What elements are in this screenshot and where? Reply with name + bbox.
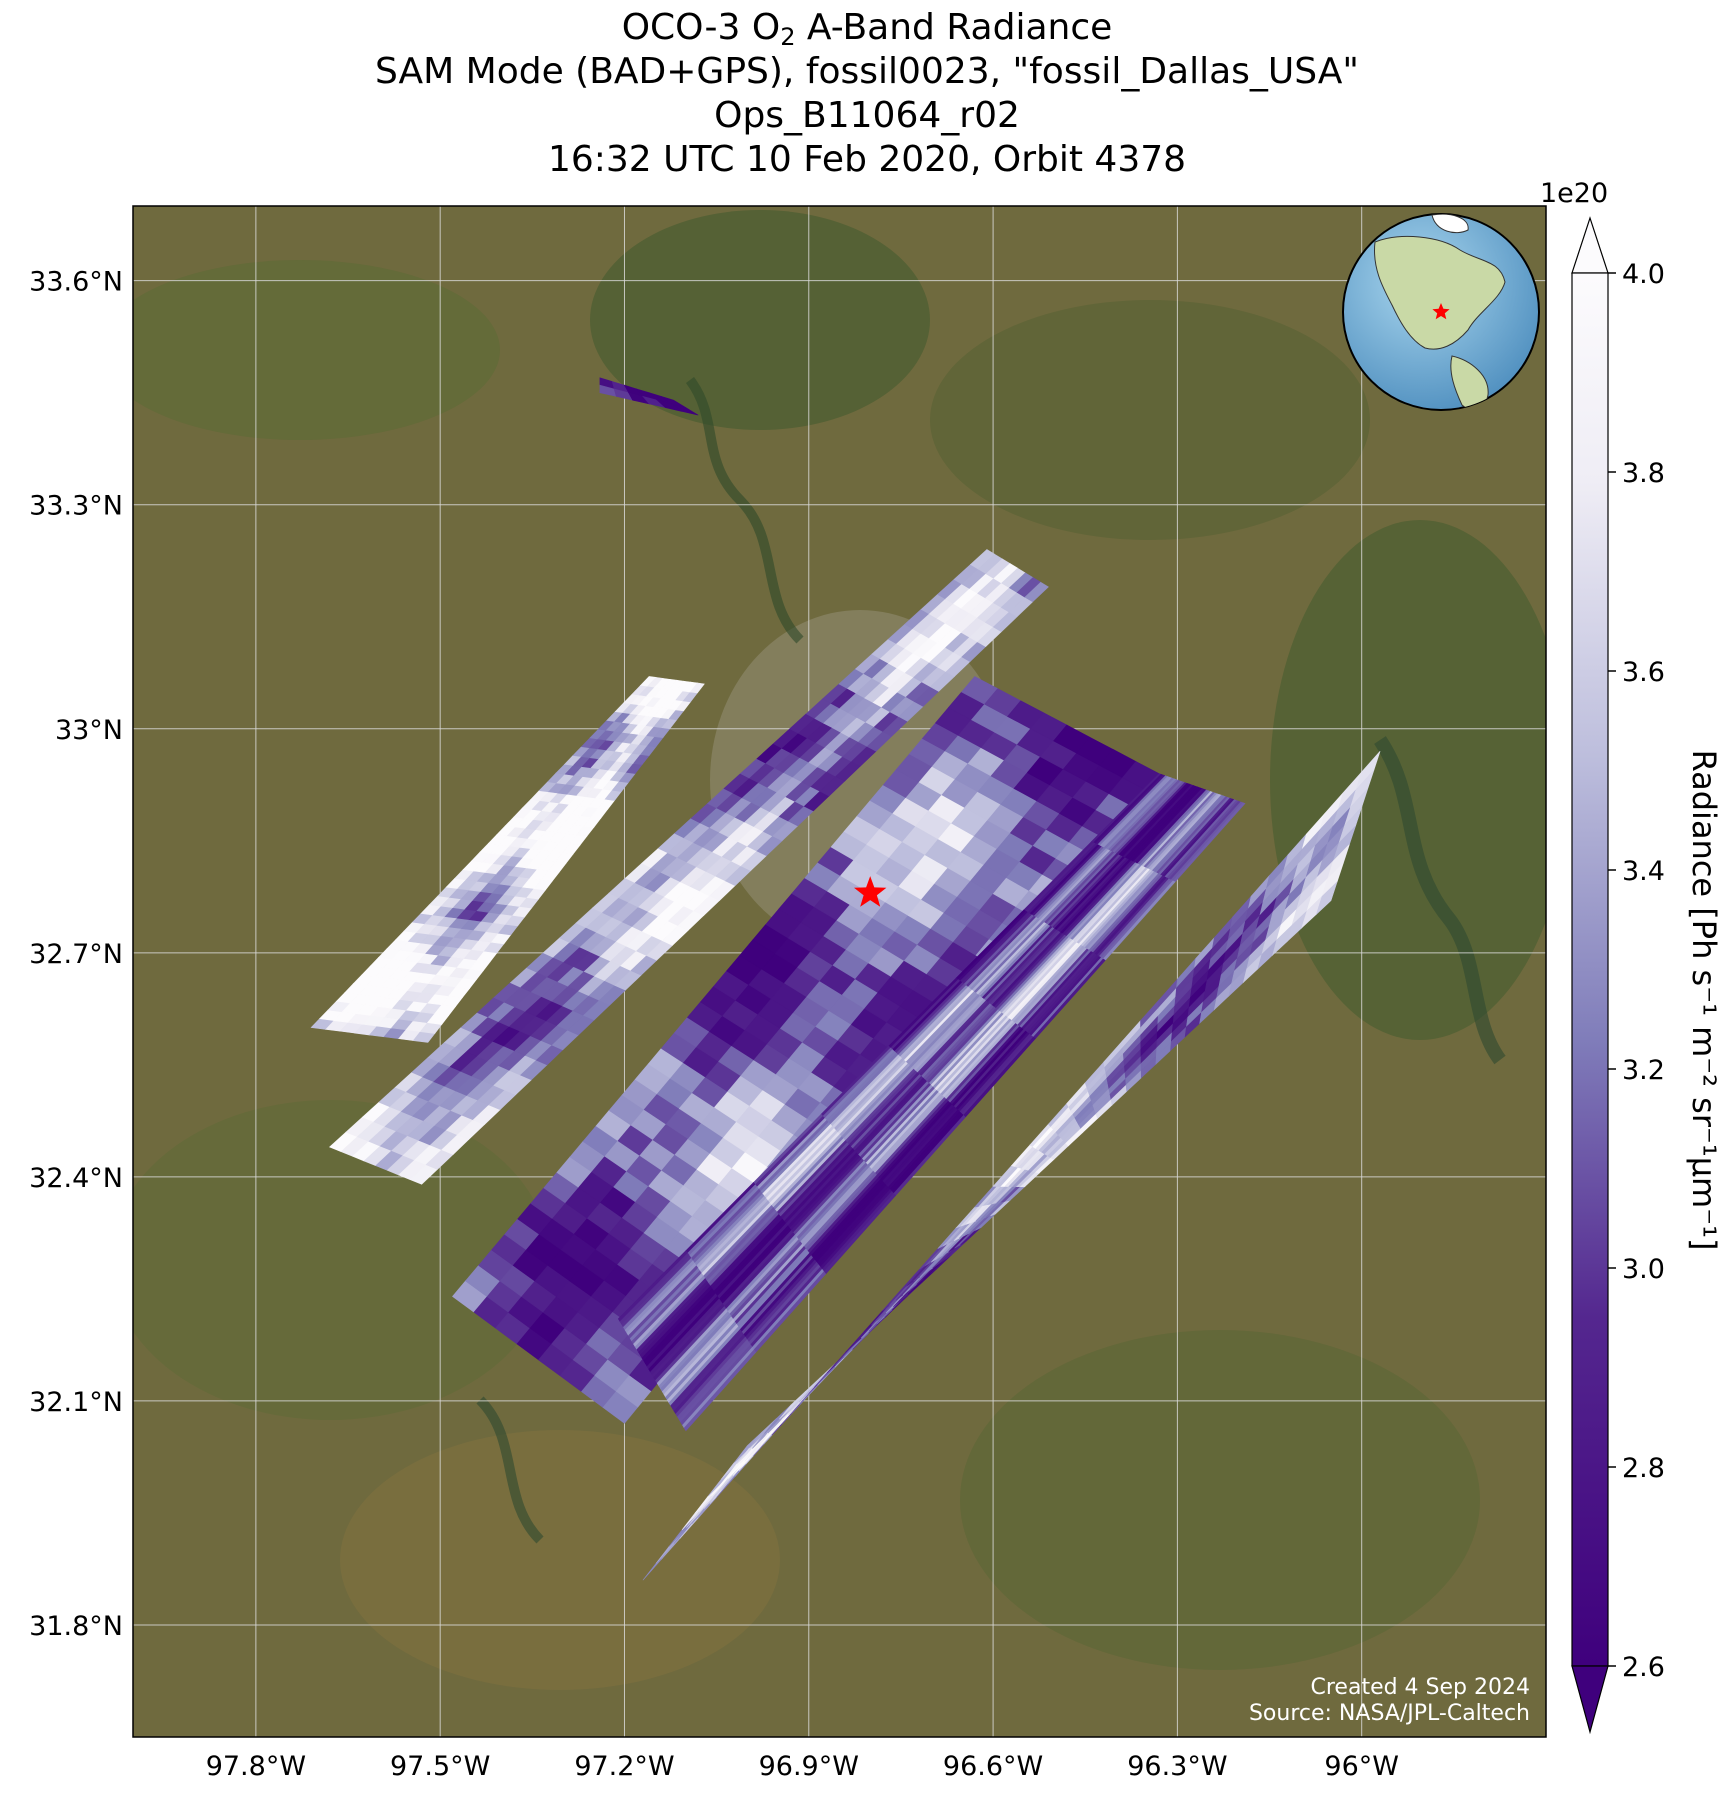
- lon-tick-label: 96.3°W: [1127, 1751, 1227, 1782]
- title-line-2: SAM Mode (BAD+GPS), fossil0023, "fossil_…: [375, 51, 1359, 92]
- lat-tick-label: 33.6°N: [29, 267, 123, 298]
- colorbar-offset-text: 1e20: [1540, 178, 1608, 209]
- colorbar-tick-label: 3.0: [1622, 1254, 1665, 1285]
- credit-created: Created 4 Sep 2024: [1311, 1675, 1531, 1700]
- lat-tick-label: 32.4°N: [29, 1163, 123, 1194]
- lat-tick-label: 32.1°N: [29, 1387, 123, 1418]
- title-line-3: Ops_B11064_r02: [714, 95, 1020, 136]
- colorbar-tick-label: 2.8: [1622, 1453, 1665, 1484]
- colorbar: 2.6 2.8 3.0 3.2 3.4 3.6 3.8 4.0 1e20 Radiance […: [1540, 178, 1723, 1735]
- map-frame: [132, 205, 1547, 1738]
- radiance-footprint: [689, 682, 705, 694]
- lat-tick-label: 33.3°N: [29, 491, 123, 522]
- lon-tick-label: 97.5°W: [390, 1751, 490, 1782]
- globe-star-icon: [1432, 303, 1450, 320]
- radiance-footprint: [1315, 881, 1338, 916]
- arctic-ice: [1431, 214, 1469, 234]
- map-panel[interactable]: Created 4 Sep 2024 Source: NASA/JPL-Calt…: [100, 205, 1570, 1738]
- lon-tick-label: 97.2°W: [574, 1751, 674, 1782]
- colorbar-ticks: 2.6 2.8 3.0 3.2 3.4 3.6 3.8 4.0: [1608, 259, 1665, 1683]
- longitude-tick-labels: 97.8°W 97.5°W 97.2°W 96.9°W 96.6°W 96.3°W 96°W: [206, 1751, 1399, 1782]
- lon-tick-label: 96.9°W: [759, 1751, 859, 1782]
- radiance-footprint: [683, 1349, 757, 1432]
- target-star-icon[interactable]: [854, 876, 887, 907]
- colorbar-label: Radiance [Ph s⁻¹ m⁻² sr⁻¹μm⁻¹]: [1685, 750, 1723, 1251]
- colorbar-tick-label: 3.8: [1622, 458, 1665, 489]
- radiance-footprint: [1024, 581, 1049, 603]
- colorbar-tick-label: 2.6: [1622, 1652, 1665, 1683]
- lon-tick-label: 96.6°W: [943, 1751, 1043, 1782]
- title-line-4: 16:32 UTC 10 Feb 2020, Orbit 4378: [547, 139, 1187, 180]
- title-line-1: OCO-3 O2 A-Band Radiance: [621, 7, 1113, 51]
- colorbar-gradient: [1571, 272, 1609, 1667]
- colorbar-extend-max: [1571, 216, 1609, 274]
- colorbar-extend-min: [1571, 1665, 1609, 1735]
- inset-globe: [1342, 213, 1540, 411]
- north-america-landmass: [1373, 235, 1506, 350]
- colorbar-tick-label: 3.6: [1622, 657, 1665, 688]
- figure-title: OCO-3 O2 A-Band Radiance SAM Mode (BAD+G…: [0, 6, 1734, 182]
- lon-tick-label: 96°W: [1324, 1751, 1399, 1782]
- colorbar-tick-label: 3.4: [1622, 856, 1665, 887]
- lat-tick-label: 31.8°N: [29, 1611, 123, 1642]
- colorbar-tick-label: 4.0: [1622, 259, 1665, 290]
- radiance-swaths: [310, 377, 1381, 1581]
- lon-tick-label: 97.8°W: [206, 1751, 306, 1782]
- radiance-footprint: [671, 403, 699, 416]
- lat-tick-label: 33°N: [55, 715, 123, 746]
- lat-tick-label: 32.7°N: [29, 939, 123, 970]
- credit-source: Source: NASA/JPL-Caltech: [1249, 1701, 1530, 1726]
- colorbar-tick-label: 3.2: [1622, 1055, 1665, 1086]
- latitude-tick-labels: 33.6°N 33.3°N 33°N 32.7°N 32.4°N 32.1°N 31.8°N: [29, 267, 123, 1642]
